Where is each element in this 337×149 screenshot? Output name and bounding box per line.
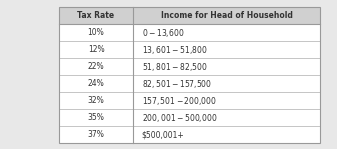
- Text: 35%: 35%: [88, 113, 104, 122]
- Text: 22%: 22%: [88, 62, 104, 71]
- Text: Income for Head of Household: Income for Head of Household: [161, 11, 293, 20]
- Text: 12%: 12%: [88, 45, 104, 54]
- Bar: [59, 7, 320, 24]
- Text: $200,001-$500,000: $200,001-$500,000: [142, 112, 217, 124]
- Text: 32%: 32%: [88, 96, 104, 105]
- Text: 10%: 10%: [88, 28, 104, 37]
- Text: $51,801-$82,500: $51,801-$82,500: [142, 61, 207, 73]
- Text: $13,601-$51,800: $13,601-$51,800: [142, 44, 207, 56]
- Text: $0-$13,600: $0-$13,600: [142, 27, 184, 39]
- Text: $82,501-$157,500: $82,501-$157,500: [142, 78, 212, 90]
- Text: $500,001+: $500,001+: [142, 130, 184, 139]
- Text: $157,501-$200,000: $157,501-$200,000: [142, 95, 216, 107]
- Text: 37%: 37%: [88, 130, 104, 139]
- Bar: [59, 7, 320, 143]
- Text: Tax Rate: Tax Rate: [78, 11, 115, 20]
- Bar: [59, 7, 320, 143]
- Text: 24%: 24%: [88, 79, 104, 88]
